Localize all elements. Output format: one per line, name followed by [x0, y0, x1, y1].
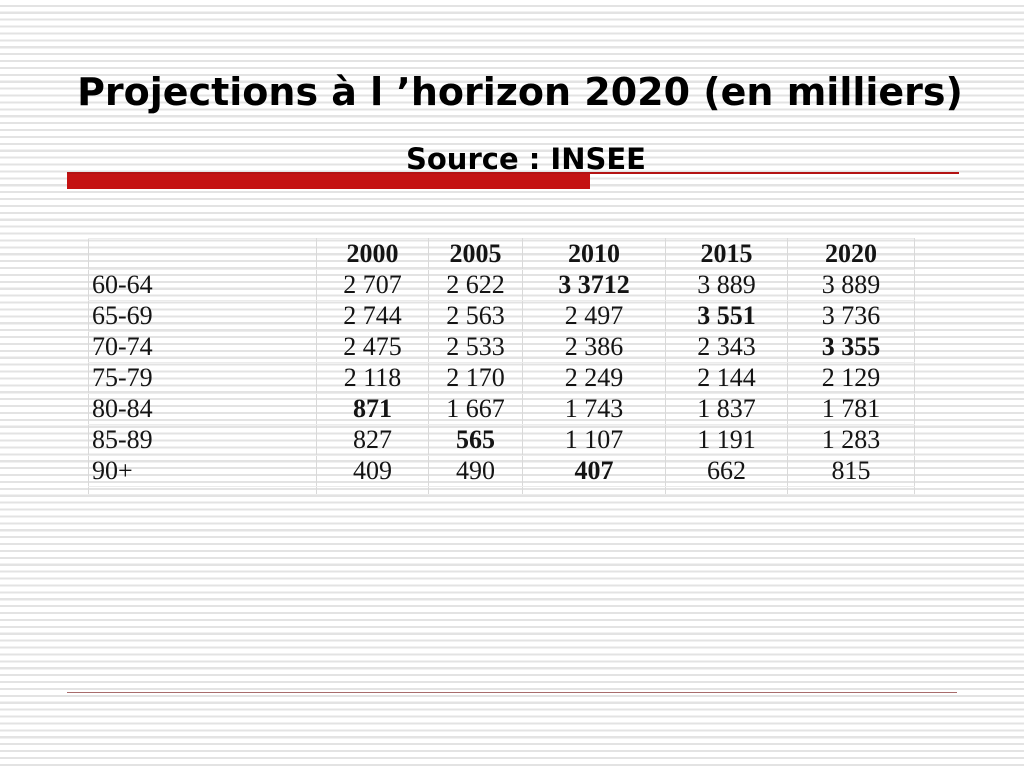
value-cell: 1 191 [665, 424, 788, 456]
empty-row [88, 486, 915, 495]
slide-title: Projections à l ’horizon 2020 (en millie… [77, 70, 963, 114]
value-cell: 815 [787, 455, 915, 487]
value-cell: 2 118 [316, 362, 429, 394]
value-cell: 827 [316, 424, 429, 456]
value-cell: 2 343 [665, 331, 788, 363]
table-row: 85-89 827 565 1 107 1 191 1 283 [88, 424, 915, 456]
table-row: 60-64 2 707 2 622 3 3712 3 889 3 889 [88, 269, 915, 301]
footer-divider-line [67, 692, 957, 693]
empty-cell [316, 486, 429, 495]
age-group-label: 70-74 [88, 331, 317, 363]
value-cell: 409 [316, 455, 429, 487]
value-cell: 1 283 [787, 424, 915, 456]
corner-cell [88, 238, 317, 270]
value-cell: 2 129 [787, 362, 915, 394]
value-cell: 3 355 [787, 331, 915, 363]
value-cell: 2 622 [428, 269, 523, 301]
value-cell: 490 [428, 455, 523, 487]
age-group-label: 80-84 [88, 393, 317, 425]
empty-cell [428, 486, 523, 495]
value-cell: 3 736 [787, 300, 915, 332]
value-cell: 2 744 [316, 300, 429, 332]
year-header: 2000 [316, 238, 429, 270]
value-cell: 2 475 [316, 331, 429, 363]
age-group-label: 90+ [88, 455, 317, 487]
value-cell: 2 144 [665, 362, 788, 394]
year-header: 2010 [522, 238, 666, 270]
empty-cell [88, 486, 317, 495]
year-header: 2015 [665, 238, 788, 270]
empty-cell [665, 486, 788, 495]
value-cell: 1 107 [522, 424, 666, 456]
age-group-label: 85-89 [88, 424, 317, 456]
table-row: 75-79 2 118 2 170 2 249 2 144 2 129 [88, 362, 915, 394]
value-cell: 2 707 [316, 269, 429, 301]
value-cell: 565 [428, 424, 523, 456]
value-cell: 3 889 [665, 269, 788, 301]
table-row: 65-69 2 744 2 563 2 497 3 551 3 736 [88, 300, 915, 332]
table-row: 90+ 409 490 407 662 815 [88, 455, 915, 487]
age-group-label: 60-64 [88, 269, 317, 301]
value-cell: 3 551 [665, 300, 788, 332]
value-cell: 662 [665, 455, 788, 487]
red-accent-bar [67, 174, 590, 189]
value-cell: 2 533 [428, 331, 523, 363]
year-header: 2020 [787, 238, 915, 270]
value-cell: 2 249 [522, 362, 666, 394]
value-cell: 1 667 [428, 393, 523, 425]
value-cell: 2 497 [522, 300, 666, 332]
value-cell: 871 [316, 393, 429, 425]
red-accent-line [67, 172, 959, 174]
value-cell: 1 837 [665, 393, 788, 425]
value-cell: 1 781 [787, 393, 915, 425]
age-group-label: 75-79 [88, 362, 317, 394]
age-group-label: 65-69 [88, 300, 317, 332]
value-cell: 2 563 [428, 300, 523, 332]
value-cell: 3 889 [787, 269, 915, 301]
projections-table: 2000 2005 2010 2015 2020 60-64 2 707 2 622 3 37… [88, 238, 915, 495]
empty-cell [787, 486, 915, 495]
year-header: 2005 [428, 238, 523, 270]
empty-cell [522, 486, 666, 495]
slide-subtitle: Source : INSEE [406, 142, 646, 176]
value-cell: 3 3712 [522, 269, 666, 301]
value-cell: 2 386 [522, 331, 666, 363]
table-header-row: 2000 2005 2010 2015 2020 [88, 238, 915, 270]
value-cell: 2 170 [428, 362, 523, 394]
value-cell: 407 [522, 455, 666, 487]
value-cell: 1 743 [522, 393, 666, 425]
table-row: 80-84 871 1 667 1 743 1 837 1 781 [88, 393, 915, 425]
table-row: 70-74 2 475 2 533 2 386 2 343 3 355 [88, 331, 915, 363]
